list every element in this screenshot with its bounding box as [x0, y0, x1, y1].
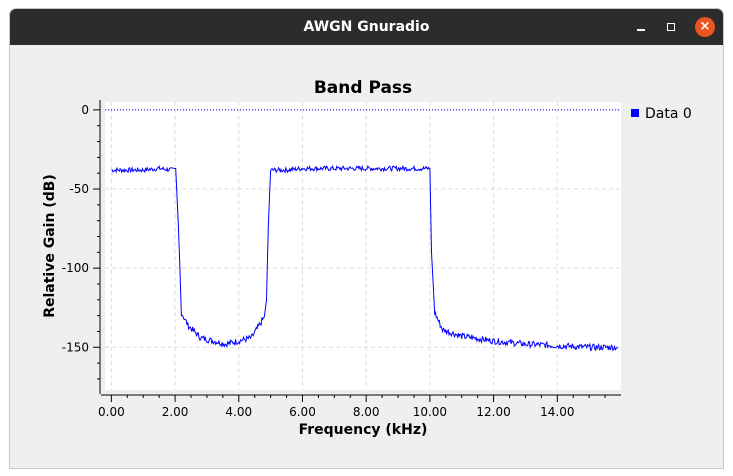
plot-area [105, 102, 621, 390]
x-tick-label: 6.00 [289, 405, 316, 419]
x-tick-label: 10.00 [413, 405, 447, 419]
legend-swatch [631, 109, 639, 117]
close-button[interactable]: × [695, 17, 715, 37]
minimize-button[interactable] [631, 17, 651, 37]
y-tick-label: -100 [62, 261, 89, 275]
data-0-trace [111, 164, 619, 352]
x-tick-label: 4.00 [225, 405, 252, 419]
app-window: AWGN Gnuradio × Band Pass 0 -50 -100 -150 0… [9, 8, 724, 469]
y-axis-label: Relative Gain (dB) [42, 174, 58, 318]
y-axis: 0 -50 -100 -150 [62, 100, 101, 394]
x-axis: 0.00 2.00 4.00 6.00 8.00 10.00 12.00 14.00 [98, 394, 621, 419]
maximize-icon [667, 23, 675, 31]
close-icon: × [699, 19, 711, 34]
window-title: AWGN Gnuradio [303, 19, 430, 35]
x-tick-label: 12.00 [476, 405, 510, 419]
chart-title: Band Pass [314, 78, 412, 98]
x-tick-label: 14.00 [540, 405, 574, 419]
x-tick-label: 8.00 [353, 405, 380, 419]
x-tick-label: 0.00 [98, 405, 125, 419]
y-tick-label: -150 [62, 340, 89, 354]
x-axis-label: Frequency (kHz) [299, 422, 428, 438]
legend[interactable]: Data 0 [631, 106, 692, 122]
legend-label: Data 0 [645, 106, 692, 122]
minimize-icon [637, 29, 645, 31]
y-tick-label: -50 [69, 182, 89, 196]
y-tick-label: 0 [81, 103, 89, 117]
title-bar[interactable]: AWGN Gnuradio × [10, 9, 723, 45]
x-tick-label: 2.00 [162, 405, 189, 419]
band-pass-plot: Band Pass 0 -50 -100 -150 0.00 2.00 4.00 6.00 8… [42, 78, 621, 438]
maximize-button[interactable] [661, 17, 681, 37]
